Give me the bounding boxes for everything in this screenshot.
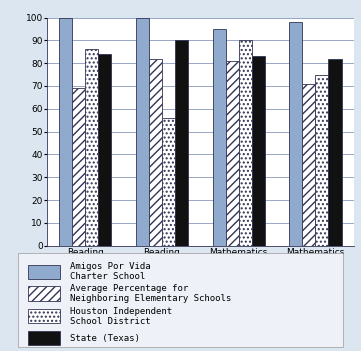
FancyBboxPatch shape bbox=[28, 265, 60, 279]
Bar bbox=[213, 29, 226, 246]
Bar bbox=[162, 118, 175, 246]
Bar bbox=[72, 88, 85, 246]
Bar bbox=[149, 59, 162, 246]
Text: Average Percentage for
Neighboring Elementary Schools: Average Percentage for Neighboring Eleme… bbox=[70, 284, 231, 303]
FancyBboxPatch shape bbox=[18, 253, 343, 347]
Bar bbox=[316, 75, 329, 246]
Bar bbox=[290, 22, 303, 246]
Text: State (Texas): State (Texas) bbox=[70, 333, 140, 343]
Bar bbox=[59, 18, 72, 246]
Bar bbox=[136, 18, 149, 246]
Bar bbox=[98, 54, 111, 246]
Bar bbox=[252, 56, 265, 246]
Text: Houston Independent
School District: Houston Independent School District bbox=[70, 306, 172, 326]
FancyBboxPatch shape bbox=[28, 286, 60, 300]
Bar bbox=[329, 59, 342, 246]
Text: Amigos Por Vida
Charter School: Amigos Por Vida Charter School bbox=[70, 262, 151, 282]
Bar bbox=[85, 49, 98, 246]
Bar bbox=[226, 61, 239, 246]
FancyBboxPatch shape bbox=[28, 309, 60, 323]
Bar bbox=[303, 84, 316, 246]
Bar bbox=[239, 40, 252, 246]
FancyBboxPatch shape bbox=[28, 331, 60, 345]
Bar bbox=[175, 40, 188, 246]
